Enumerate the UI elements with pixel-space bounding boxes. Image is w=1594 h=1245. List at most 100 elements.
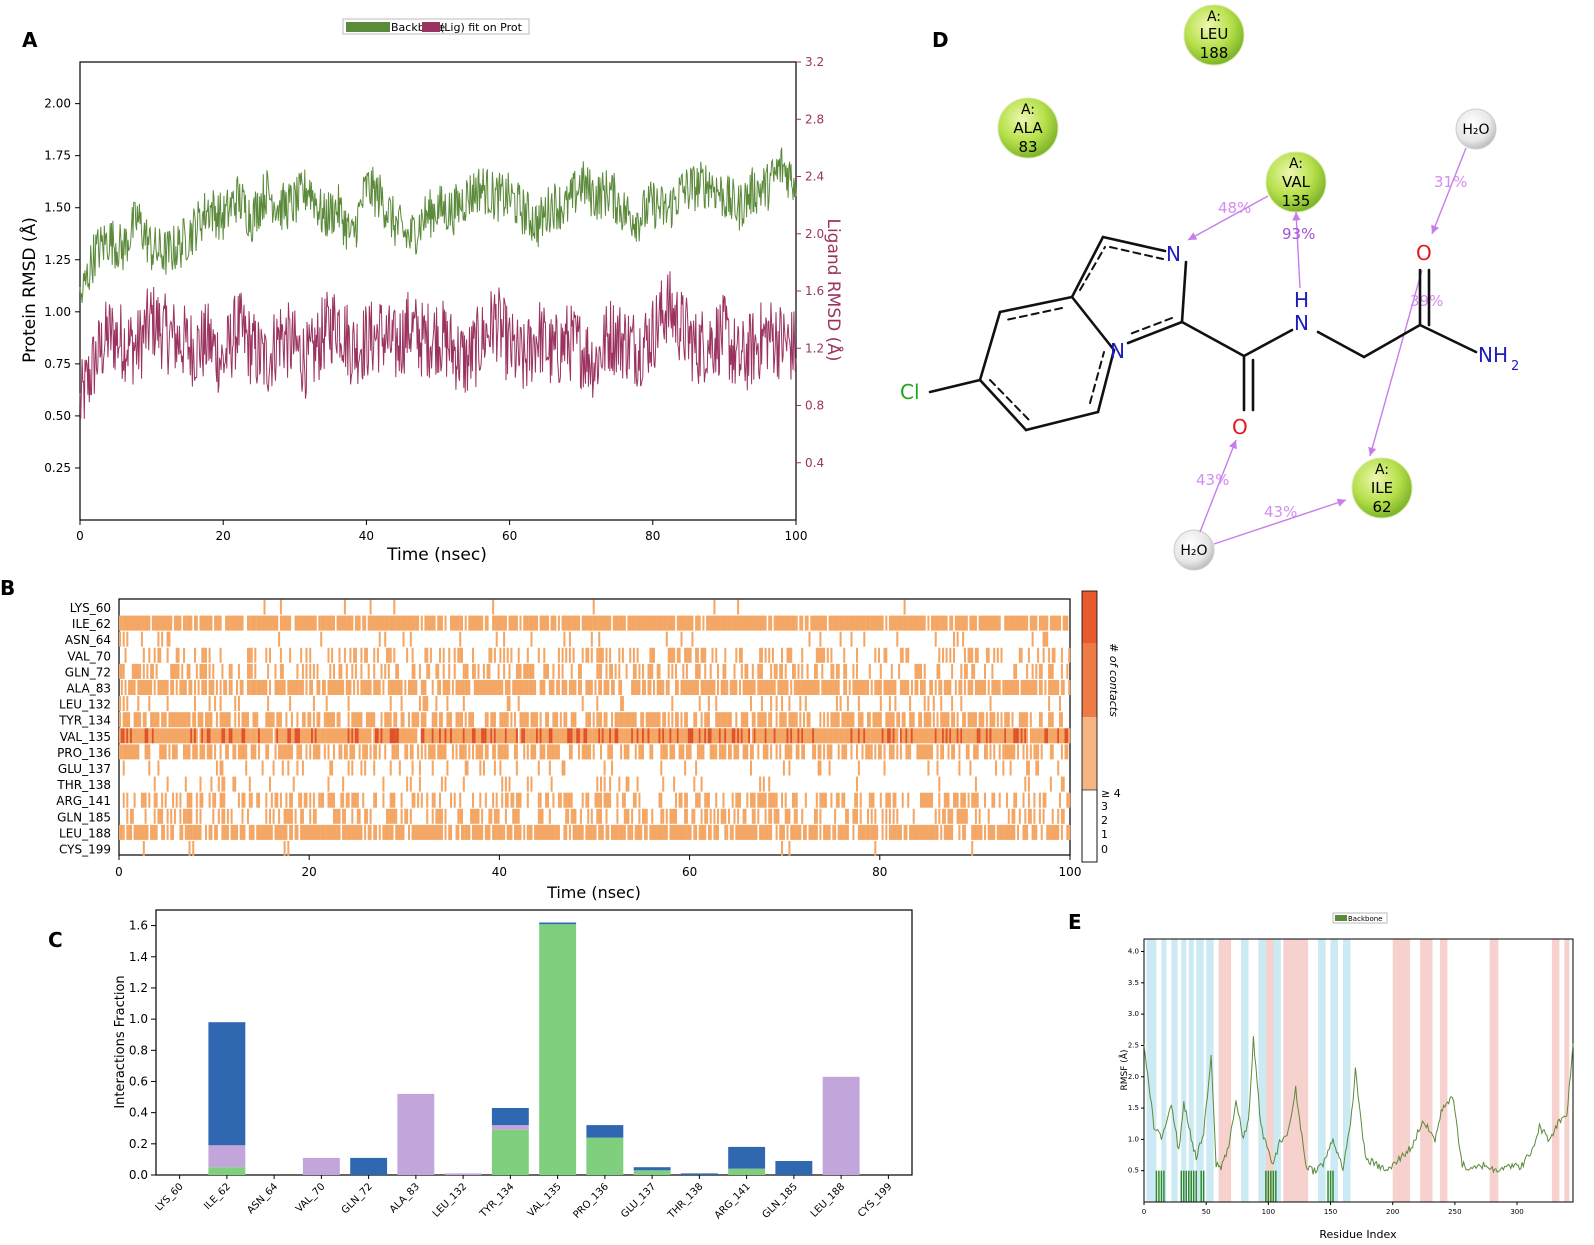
contact-cell: [417, 712, 420, 728]
contact-cell: [656, 615, 659, 631]
contact-cell: [585, 792, 588, 808]
contact-cell: [539, 728, 542, 744]
contact-cell: [629, 615, 632, 631]
contact-cell: [949, 728, 952, 744]
contact-cell: [751, 712, 754, 728]
contact-cell: [298, 728, 301, 744]
contact-cell: [554, 744, 557, 760]
contact-cell: [576, 824, 579, 840]
contact-cell: [484, 744, 487, 760]
contact-cell: [1057, 728, 1060, 744]
contact-cell: [548, 760, 551, 776]
contact-cell: [294, 824, 297, 840]
contact-cell: [130, 680, 133, 695]
contact-cell: [936, 760, 939, 776]
contact-cell: [951, 728, 954, 744]
contact-cell: [499, 647, 502, 663]
contact-cell: [1011, 744, 1014, 760]
contact-cell: [215, 824, 218, 840]
contact-cell: [237, 663, 240, 679]
contact-cell: [739, 728, 742, 744]
contact-cell: [733, 615, 736, 631]
contact-cell: [817, 615, 820, 631]
contact-cell: [298, 744, 301, 760]
contact-cell: [899, 615, 902, 631]
contact-cell: [974, 728, 977, 744]
contact-cell: [479, 615, 482, 631]
contact-cell: [327, 728, 330, 744]
contact-cell: [934, 680, 937, 695]
contact-cell: [1060, 728, 1063, 744]
contact-cell: [770, 680, 773, 695]
contact-cell: [945, 615, 948, 631]
contact-cell: [256, 680, 259, 695]
contact-cell: [803, 744, 806, 760]
contact-cell: [261, 824, 264, 840]
contact-cell: [236, 615, 239, 631]
contact-cell: [256, 824, 259, 840]
contact-cell: [250, 680, 253, 695]
contact-cell: [890, 728, 893, 744]
contact-cell: [696, 615, 699, 631]
contact-cell: [190, 824, 193, 840]
contact-cell: [1006, 615, 1009, 631]
contact-cell: [126, 631, 129, 647]
contact-cell: [488, 663, 491, 679]
contact-cell: [289, 615, 292, 631]
contact-cell: [433, 744, 436, 760]
contact-cell: [223, 824, 226, 840]
contact-cell: [784, 615, 787, 631]
contact-cell: [974, 615, 977, 631]
contact-cell: [978, 712, 981, 728]
contact-cell: [179, 808, 182, 824]
contact-cell: [687, 647, 690, 663]
contact-cell: [669, 744, 672, 760]
contact-cell: [175, 792, 178, 808]
contact-cell: [331, 728, 334, 744]
contact-cell: [951, 712, 954, 728]
contact-cell: [642, 680, 645, 695]
contact-cell: [499, 712, 502, 728]
contact-cell: [481, 824, 484, 840]
contact-cell: [289, 696, 292, 712]
contact-cell: [270, 824, 273, 840]
contact-cell: [675, 663, 678, 679]
contact-cell: [561, 728, 564, 744]
contact-cell: [671, 647, 674, 663]
contact-cell: [1040, 728, 1043, 744]
contact-cell: [166, 615, 169, 631]
contact-cell: [459, 615, 462, 631]
contact-cell: [1002, 744, 1005, 760]
contact-cell: [232, 776, 235, 792]
contact-cell: [287, 760, 290, 776]
contact-cell: [707, 792, 710, 808]
contact-cell: [731, 615, 734, 631]
contact-cell: [197, 824, 200, 840]
contact-cell: [309, 615, 312, 631]
contact-cell: [194, 728, 197, 744]
y-tick-label-left: 0.50: [44, 409, 71, 423]
contact-cell: [792, 824, 795, 840]
contact-cell: [192, 841, 195, 856]
contact-cell: [927, 824, 930, 840]
contact-cell: [627, 824, 630, 840]
contact-cell: [378, 680, 381, 695]
contact-cell: [680, 631, 683, 647]
contact-cell: [155, 712, 158, 728]
contact-cell: [803, 712, 806, 728]
contact-cell: [631, 712, 634, 728]
contact-cell: [956, 615, 959, 631]
contact-cell: [543, 824, 546, 840]
contact-cell: [991, 712, 994, 728]
contact-cell: [899, 680, 902, 695]
contact-cell: [618, 824, 621, 840]
contact-cell: [790, 712, 793, 728]
contact-cell: [351, 824, 354, 840]
contact-cell: [600, 792, 603, 808]
contact-cell: [793, 824, 796, 840]
contact-cell: [541, 744, 544, 760]
contact-cell: [828, 744, 831, 760]
contact-cell: [128, 712, 131, 728]
contact-cell: [768, 728, 771, 744]
contact-cell: [517, 647, 520, 663]
